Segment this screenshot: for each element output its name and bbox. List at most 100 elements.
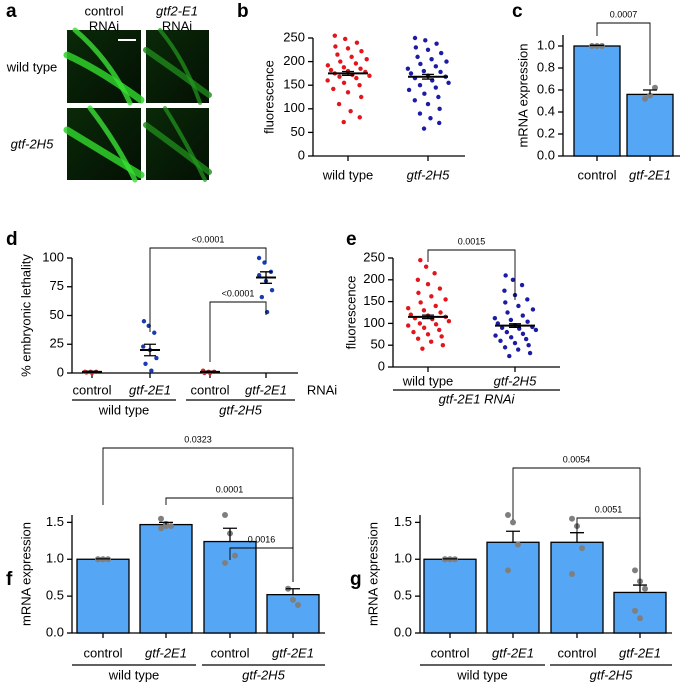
x-tick-label: control [210,645,249,660]
panel-letter: d [6,229,18,250]
data-point [341,119,346,125]
significance-bracket [165,497,294,582]
data-point [508,317,514,323]
group-label: wild type [456,667,508,682]
y-tick-label: 0 [378,358,385,373]
y-tick-label: 0.0 [46,624,64,639]
data-point [438,310,443,315]
data-point [652,84,658,91]
panel-a-images [63,27,212,183]
bar [613,591,667,634]
error-bar [643,89,657,95]
data-point [406,323,411,328]
p-value: 0.0016 [248,534,276,544]
x-tick-label: gtf-2E1 [629,167,671,182]
data-point [354,40,360,45]
data-point [425,281,431,287]
p-value: 0.0015 [458,236,486,246]
y-axis-label: fluorescence [261,60,276,134]
x-tick-label: control [430,645,469,660]
data-point [446,80,451,86]
bar [573,45,621,157]
data-point [519,282,525,288]
data-point [357,83,362,88]
data-point [498,338,503,344]
bar [486,541,540,634]
significance-bracket [209,301,267,362]
data-point [141,319,147,324]
data-point [415,336,421,341]
error-bar [422,73,434,80]
y-axis-label: mRNA expression [18,522,33,626]
data-point [349,54,354,60]
y-tick-label: 1.5 [394,514,412,529]
p-value: 0.0054 [563,454,591,464]
data-point [406,305,411,311]
data-point [440,343,446,348]
y-tick-label: 50 [371,337,385,352]
data-point [525,319,530,324]
x-tick-label: gtf-2E1 [245,382,287,397]
group-label: gtf-2H5 [219,402,262,417]
x-tick-label: control [557,645,596,660]
y-tick-label: 0.5 [46,588,64,603]
data-point [434,41,439,46]
y-tick-label: 0 [298,147,305,162]
panel-letter: f [6,569,13,590]
p-value: 0.0001 [216,484,244,494]
data-point [433,322,439,327]
data-point [429,294,434,299]
data-point [149,368,154,373]
data-point [569,571,575,577]
data-point [343,36,348,42]
data-point [163,523,169,530]
data-point [259,294,265,300]
data-point [495,321,501,326]
data-point [341,65,347,70]
group-label: wild type [98,402,150,417]
data-point [158,515,164,522]
data-point [520,313,525,318]
y-axis-label: fluorescence [343,276,358,350]
column-label: RNAi [162,18,192,33]
y-tick-label: 1.0 [394,551,412,566]
p-value: <0.0001 [192,234,225,244]
p-value: 0.0051 [595,504,623,514]
data-point [325,78,330,83]
data-point [328,67,334,73]
x-tick-label: control [190,382,229,397]
data-point [632,607,638,614]
data-point [439,334,444,339]
data-point [406,87,412,93]
data-point [359,94,364,100]
p-value: 0.0323 [184,434,212,444]
data-point [443,297,448,302]
y-tick-label: 150 [283,77,305,92]
y-tick-label: 100 [283,100,305,115]
p-value: 0.0007 [610,9,638,19]
data-point [525,297,530,302]
data-point [503,300,508,305]
data-point [415,277,421,282]
data-point [579,545,585,552]
data-point [141,344,146,349]
data-point [502,345,508,350]
data-point [520,331,526,337]
data-point [433,64,439,69]
error-bar [590,44,604,47]
x-tick-label: gtf-2H5 [494,373,537,388]
data-point [256,255,262,261]
data-point [154,355,159,361]
data-point [418,300,423,305]
data-point [345,46,351,51]
y-tick-label: 25 [50,336,64,351]
group-label: wild type [108,667,160,682]
data-point [152,330,157,335]
error-bar [286,588,300,595]
panel-letter: c [512,1,523,22]
bar [550,541,604,634]
data-point [569,515,575,522]
y-tick-label: 75 [50,278,64,293]
data-point [358,66,363,71]
